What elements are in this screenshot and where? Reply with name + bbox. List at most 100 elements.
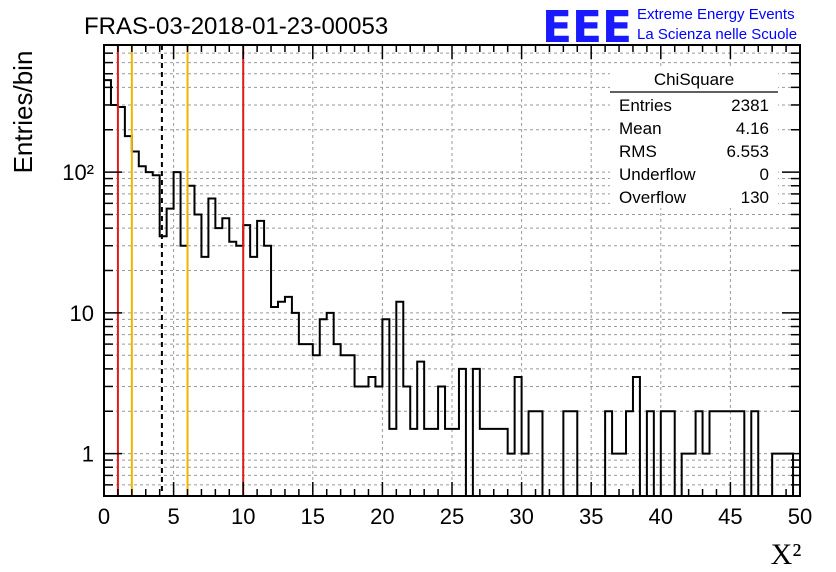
histogram-bin [647, 411, 654, 496]
histogram-bin [605, 411, 612, 496]
histogram-bin [257, 221, 264, 496]
histogram-bin [111, 105, 118, 496]
histogram-bin [431, 429, 438, 496]
x-tick-label: 25 [440, 504, 464, 529]
histogram-bin [174, 172, 181, 496]
y-tick-label: 10² [62, 160, 94, 185]
histogram-series [104, 79, 800, 497]
histogram-bin [494, 429, 501, 496]
histogram-bin [104, 80, 111, 496]
histogram-bin [222, 218, 229, 496]
histogram-bin [167, 209, 174, 496]
logo-subtitle-1: Extreme Energy Events [637, 6, 795, 23]
histogram-bin [682, 454, 689, 496]
stats-value-overflow: 130 [741, 188, 769, 207]
x-tick-label: 35 [579, 504, 603, 529]
histogram-bin [334, 344, 341, 496]
x-tick-label: 20 [370, 504, 394, 529]
histogram-bin [501, 429, 508, 496]
stats-value-rms: 6.553 [726, 142, 769, 161]
stats-value-entries: 2381 [731, 96, 769, 115]
stats-value-underflow: 0 [760, 165, 769, 184]
histogram-bin [716, 411, 723, 496]
histogram-bin [341, 355, 348, 496]
histogram-bin [271, 307, 278, 496]
histogram-bin [306, 344, 313, 496]
histogram-bin [410, 429, 417, 496]
stats-label-underflow: Underflow [619, 165, 696, 184]
histogram-bin [689, 454, 696, 496]
histogram-bin [424, 429, 431, 496]
histogram-bin [396, 302, 403, 496]
x-axis-title: X² [771, 538, 802, 571]
x-tick-label: 40 [649, 504, 673, 529]
histogram-bin [452, 429, 459, 496]
histogram-bin [619, 454, 626, 496]
histogram-bin [473, 369, 480, 496]
histogram-bin [445, 429, 452, 496]
histogram-bin [515, 377, 522, 496]
histogram-bin [188, 186, 195, 496]
histogram-bin [751, 411, 758, 496]
histogram-bin [696, 411, 703, 496]
histogram-bin [264, 246, 271, 496]
x-tick-label: 30 [509, 504, 533, 529]
histogram-bin [723, 411, 730, 496]
histogram-bin [487, 429, 494, 496]
chart-title: FRAS-03-2018-01-23-00053 [84, 13, 388, 40]
histogram-bin [438, 386, 445, 496]
histogram-bin [563, 411, 570, 496]
histogram-bin [737, 411, 744, 496]
logo-subtitle-2: La Scienza nelle Scuole [637, 26, 797, 43]
stats-label-mean: Mean [619, 119, 662, 138]
histogram-bin [153, 175, 160, 496]
histogram-bin [779, 454, 786, 496]
histogram-bin [236, 246, 243, 496]
histogram-bin [229, 242, 236, 496]
stats-label-overflow: Overflow [619, 188, 687, 207]
histogram-bin [215, 228, 222, 496]
stats-box-background [610, 68, 778, 208]
x-tick-label: 0 [98, 504, 110, 529]
histogram-bin [201, 257, 208, 496]
histogram-bin [285, 297, 292, 496]
histogram-bin [181, 246, 188, 496]
histogram-bin [250, 257, 257, 496]
histogram-bin [208, 198, 215, 496]
histogram-bin [355, 386, 362, 496]
histogram-bin [730, 411, 737, 496]
histogram-bin [508, 454, 515, 496]
x-tick-label: 50 [788, 504, 812, 529]
y-axis-ticks: 1 10 10² [62, 52, 800, 486]
histogram-bin [243, 225, 250, 496]
histogram-bin [772, 454, 779, 496]
x-tick-label: 10 [231, 504, 255, 529]
histogram-bin [403, 386, 410, 496]
x-tick-label: 15 [301, 504, 325, 529]
stats-label-entries: Entries [619, 96, 672, 115]
histogram-bin [375, 386, 382, 496]
histogram-bin [299, 344, 306, 496]
histogram-bin [522, 454, 529, 496]
x-axis-ticks: 0 5 10 15 20 25 30 35 40 45 50 [98, 45, 812, 529]
histogram-bin [139, 166, 146, 496]
histogram-step-line [104, 79, 800, 497]
histogram-bin [348, 355, 355, 496]
stats-box: ChiSquare Entries 2381 Mean 4.16 RMS 6.5… [610, 68, 778, 208]
histogram-bin [313, 355, 320, 496]
histogram-bin [703, 454, 710, 496]
histogram-bin [459, 369, 466, 496]
histogram-bin [368, 377, 375, 496]
histogram-bin [480, 429, 487, 496]
y-axis-title: Entries/bin [8, 51, 38, 174]
histogram-bin [633, 377, 640, 496]
histogram-bin [327, 313, 334, 496]
histogram-bin [320, 319, 327, 496]
histogram-bin [626, 411, 633, 496]
histogram-bin [529, 411, 536, 496]
histogram-bin [292, 313, 299, 496]
histogram-bin [382, 319, 389, 496]
eee-logo: EEE [542, 2, 632, 53]
histogram-bin [194, 214, 201, 496]
